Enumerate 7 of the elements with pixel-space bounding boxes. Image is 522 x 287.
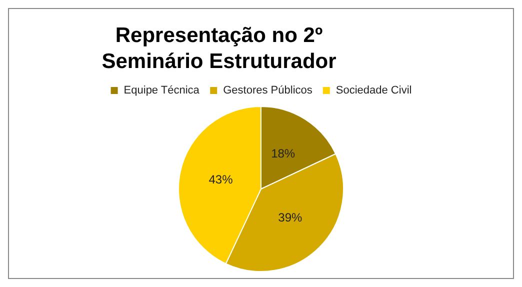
chart-title: Representação no 2º Seminário Estruturador [100, 23, 338, 75]
legend-label: Sociedade Civil [336, 84, 412, 97]
data-label: 43% [208, 172, 234, 186]
legend-label: Equipe Técnica [124, 84, 200, 97]
legend-label: Gestores Públicos [223, 84, 313, 97]
data-label: 18% [271, 146, 296, 160]
data-label: 39% [278, 210, 302, 224]
